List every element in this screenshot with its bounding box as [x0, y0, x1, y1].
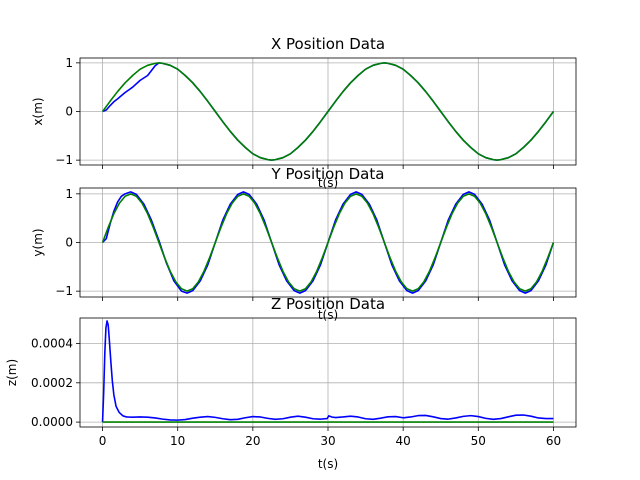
subplot-1-ytick-label-0: −1 — [55, 153, 73, 167]
subplot-2-ylabel: y(m) — [31, 228, 45, 256]
subplot-3-xtick-label-1: 10 — [170, 434, 185, 448]
subplot-3: 0 10 20 30 40 50 600.00000.00020.0004z(m)t(s)Z… — [5, 295, 577, 471]
subplot-3-xtick-label-2: 20 — [245, 434, 260, 448]
subplot-3-xtick-label-0: 0 — [99, 434, 107, 448]
subplot-3-xtick-label-3: 30 — [320, 434, 335, 448]
subplot-3-ylabel: z(m) — [5, 359, 19, 386]
subplot-1: −1 0 1 x(m) t(s) X Position Data — [31, 35, 577, 190]
subplot-2-ytick-label-0: −1 — [55, 284, 73, 298]
subplot-2-title: Y Position Data — [271, 165, 385, 183]
subplot-2-series-2-line — [101, 193, 555, 292]
subplot-3-ytick-label-1: 0.0002 — [31, 376, 73, 390]
subplot-3-ytick-label-2: 0.0004 — [31, 337, 73, 351]
subplot-1-xlabel: t(s) — [318, 176, 338, 190]
subplot-3-title: Z Position Data — [271, 295, 385, 313]
subplot-3-series-1-line — [101, 320, 554, 423]
subplot-1-ylabel: x(m) — [31, 97, 45, 125]
subplot-3-ytick-label-0: 0.0000 — [31, 415, 73, 429]
subplot-1-title: X Position Data — [271, 35, 385, 53]
subplot-3-xtick-label-5: 50 — [471, 434, 486, 448]
subplot-1-series-2-line — [101, 62, 555, 161]
subplot-3-xtick-label-6: 60 — [546, 434, 561, 448]
subplot-3-xtick-label-4: 40 — [396, 434, 411, 448]
subplot-1-ytick-label-1: 0 — [65, 105, 73, 119]
subplot-3-xlabel: t(s) — [318, 457, 338, 471]
subplot-1-ytick-label-2: 1 — [65, 56, 73, 70]
subplot-2-ytick-label-2: 1 — [65, 187, 73, 201]
subplot-2-xlabel: t(s) — [318, 308, 338, 322]
subplot-2-ytick-label-1: 0 — [65, 236, 73, 250]
